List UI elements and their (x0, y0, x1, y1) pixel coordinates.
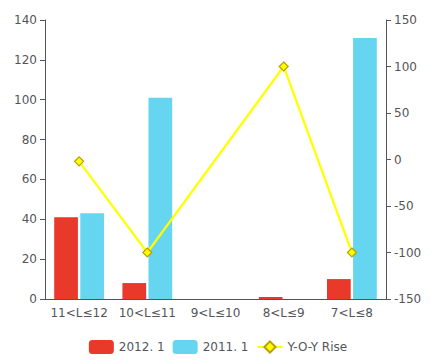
svg-text:150: 150 (394, 13, 417, 27)
svg-text:100: 100 (14, 93, 37, 107)
svg-text:11<L≤12: 11<L≤12 (50, 306, 107, 320)
svg-text:0: 0 (29, 292, 37, 306)
svg-text:80: 80 (22, 133, 37, 147)
svg-text:Y-O-Y Rise: Y-O-Y Rise (286, 340, 347, 354)
svg-text:-50: -50 (394, 199, 414, 213)
svg-text:40: 40 (22, 212, 37, 226)
svg-text:60: 60 (22, 172, 37, 186)
svg-text:0: 0 (394, 153, 402, 167)
svg-text:2012. 1: 2012. 1 (119, 340, 165, 354)
svg-text:140: 140 (14, 13, 37, 27)
svg-text:8<L≤9: 8<L≤9 (263, 306, 305, 320)
svg-text:100: 100 (394, 60, 417, 74)
svg-text:7<L≤8: 7<L≤8 (331, 306, 373, 320)
svg-text:120: 120 (14, 53, 37, 67)
svg-text:-150: -150 (394, 292, 421, 306)
svg-text:50: 50 (394, 106, 409, 120)
svg-text:2011. 1: 2011. 1 (203, 340, 249, 354)
svg-text:10<L≤11: 10<L≤11 (119, 306, 176, 320)
svg-text:9<L≤10: 9<L≤10 (191, 306, 241, 320)
svg-text:-100: -100 (394, 246, 421, 260)
svg-text:20: 20 (22, 252, 37, 266)
